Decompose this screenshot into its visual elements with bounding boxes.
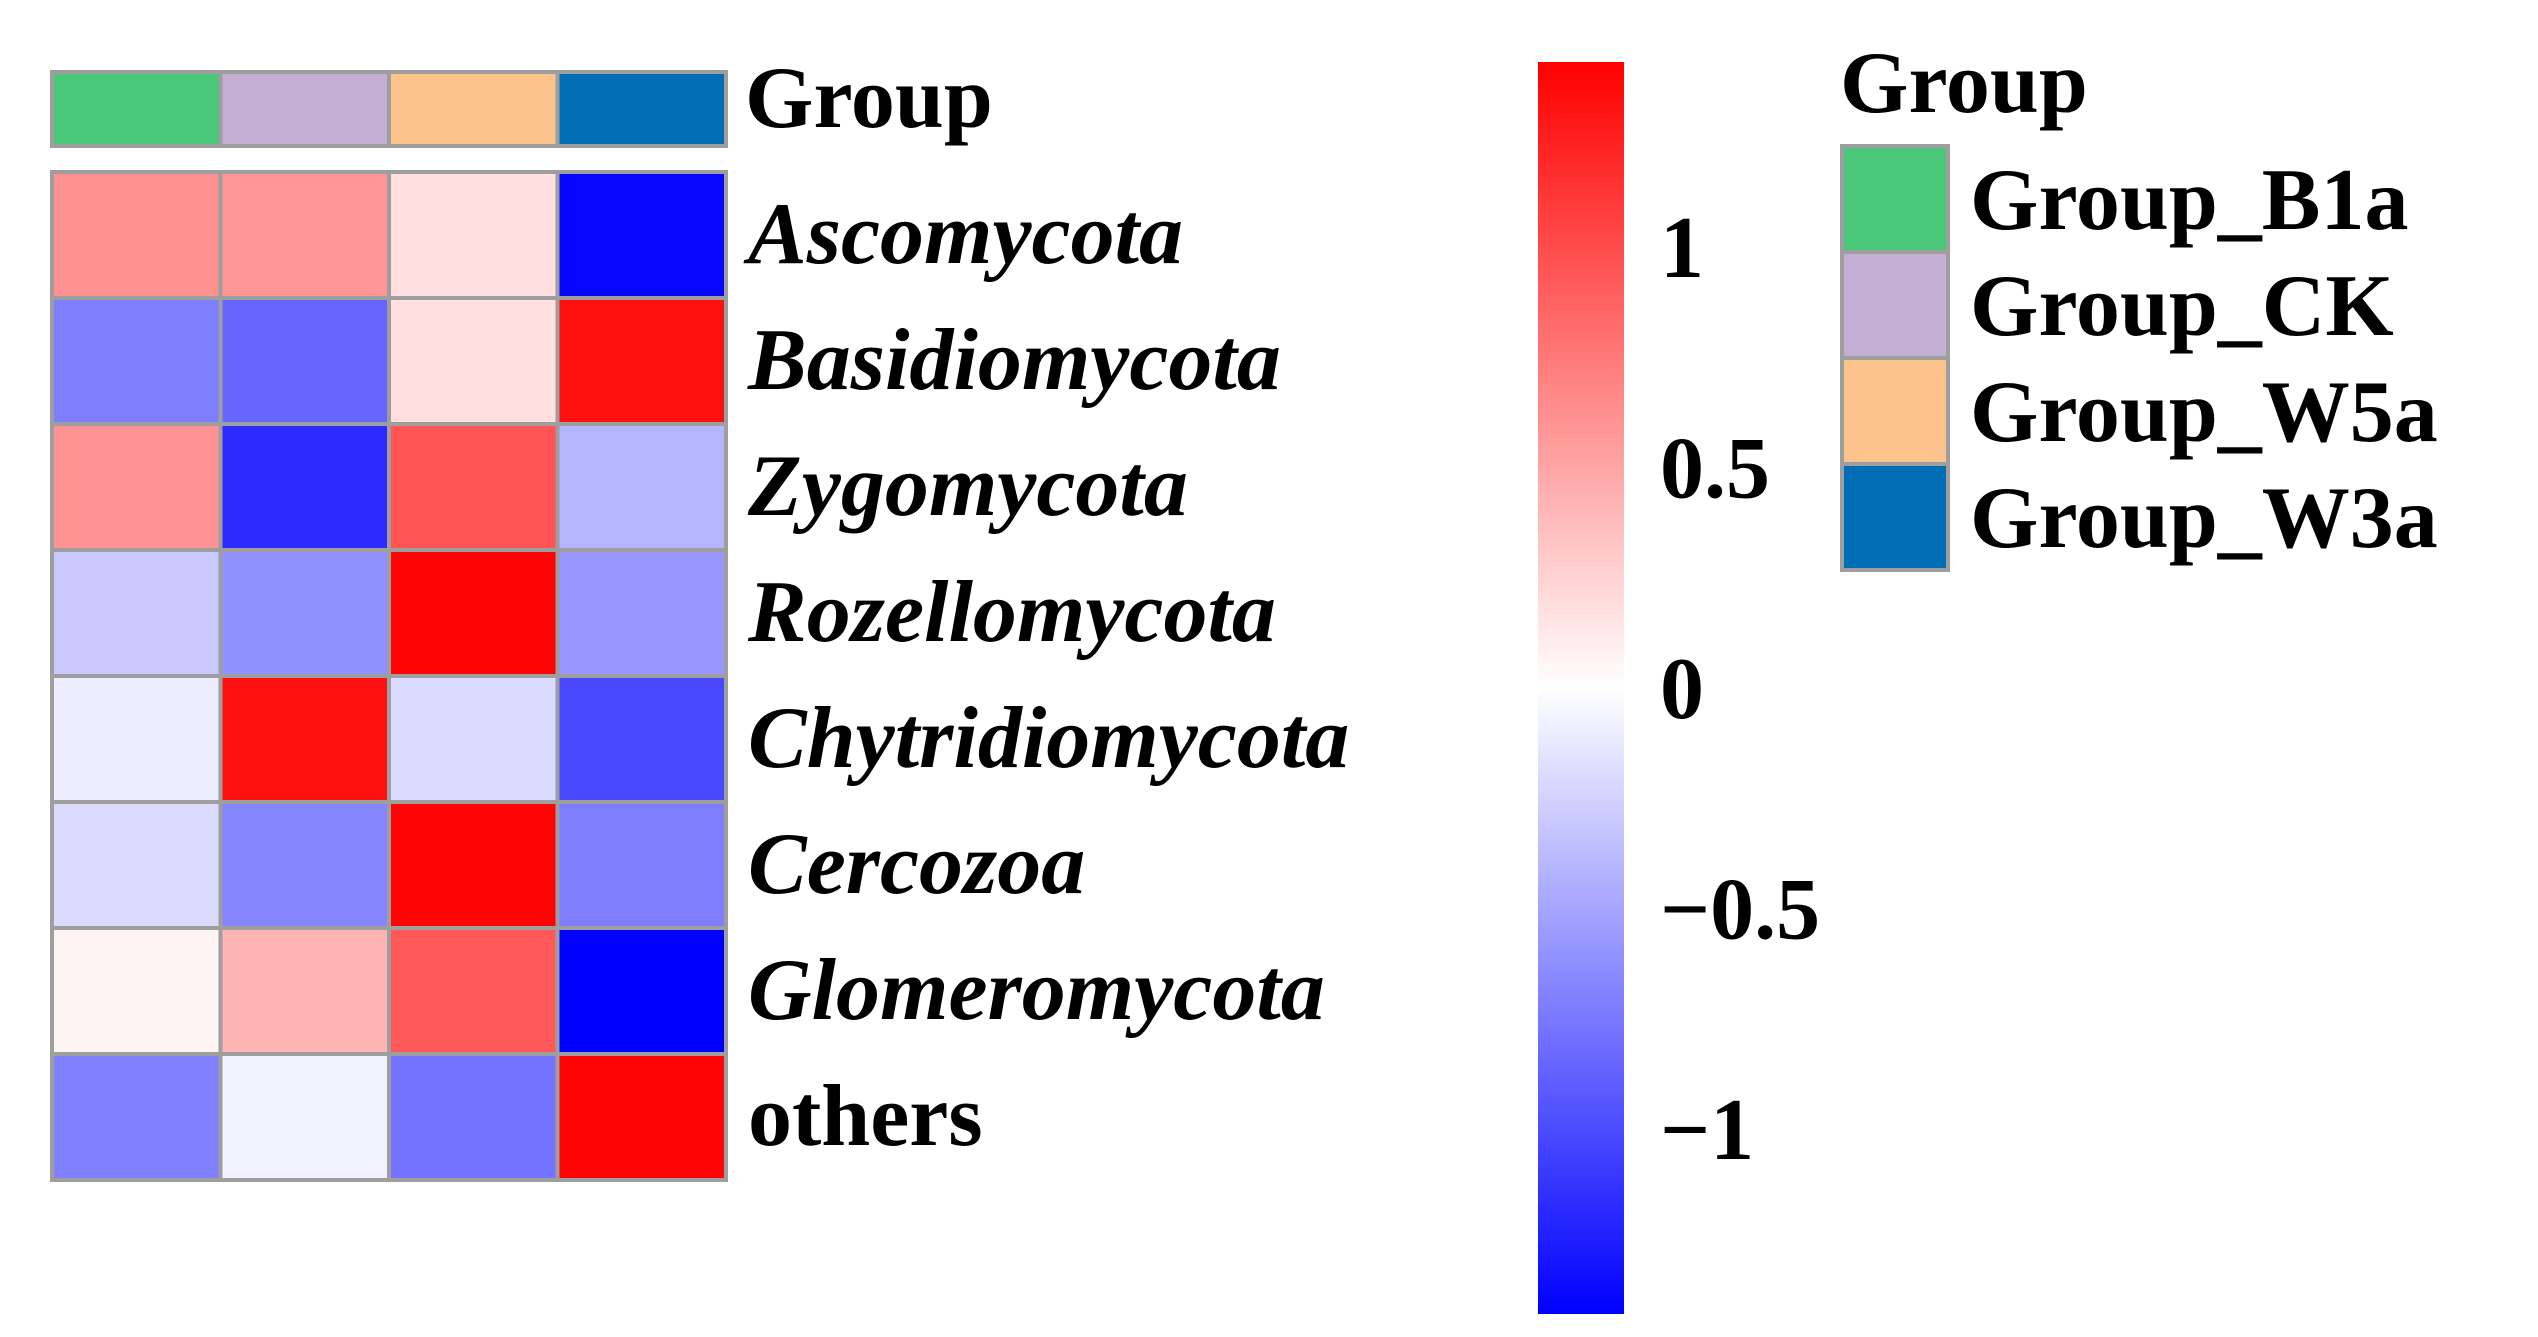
- heatmap-cell: [218, 296, 391, 426]
- heatmap-cell: [50, 1052, 223, 1182]
- heatmap-cell: [50, 548, 223, 678]
- heatmap-cell: [50, 296, 223, 426]
- legend-swatch: [1840, 144, 1950, 254]
- heatmap-cell: [218, 548, 391, 678]
- legend-label: Group_W3a: [1970, 470, 2438, 567]
- heatmap-cell: [387, 422, 560, 552]
- colorbar: [1538, 62, 1624, 1314]
- annotation-cell: [50, 70, 223, 148]
- legend-title: Group: [1840, 35, 2088, 132]
- heatmap-cell: [218, 170, 391, 300]
- heatmap-cell: [555, 170, 728, 300]
- colorbar-tick-label: −1: [1660, 1082, 1754, 1179]
- colorbar-tick-label: 0: [1660, 641, 1704, 738]
- row-label: Cercozoa: [748, 816, 1085, 913]
- heatmap-cell: [555, 674, 728, 804]
- colorbar-tick-label: 1: [1660, 200, 1704, 297]
- row-label: Glomeromycota: [748, 942, 1325, 1039]
- heatmap-cell: [387, 548, 560, 678]
- heatmap-cell: [218, 674, 391, 804]
- row-labels: Ascomycota Basidiomycota Zygomycota Rozello…: [743, 186, 1349, 1165]
- annotation-cell: [218, 70, 391, 148]
- heatmap-cell: [50, 674, 223, 804]
- heatmap-cell: [555, 422, 728, 552]
- heatmap-cell: [555, 1052, 728, 1182]
- heatmap-cell: [555, 296, 728, 426]
- heatmap-cell: [387, 1052, 560, 1182]
- colorbar-ticks: 1 0.5 0 −0.5 −1: [1660, 200, 1820, 1179]
- group-annotation-bar: [50, 70, 728, 148]
- row-label: Chytridiomycota: [748, 690, 1349, 787]
- row-label: Rozellomycota: [747, 564, 1276, 661]
- heatmap-cell: [555, 926, 728, 1056]
- heatmap-cell: [50, 926, 223, 1056]
- row-label: Ascomycota: [743, 186, 1183, 283]
- heatmap-cell: [555, 548, 728, 678]
- heatmap-cell: [218, 800, 391, 930]
- annotation-label: Group: [745, 50, 993, 147]
- legend-swatch: [1840, 462, 1950, 572]
- heatmap-cell: [387, 800, 560, 930]
- heatmap-cell: [218, 926, 391, 1056]
- legend-label: Group_B1a: [1970, 152, 2409, 249]
- colorbar-tick-label: −0.5: [1660, 861, 1820, 958]
- heatmap-cell: [50, 422, 223, 552]
- row-label: others: [748, 1068, 983, 1165]
- heatmap-cell: [50, 800, 223, 930]
- row-label: Basidiomycota: [747, 312, 1281, 409]
- heatmap-cell: [218, 1052, 391, 1182]
- heatmap-cell: [387, 170, 560, 300]
- heatmap-cell: [555, 800, 728, 930]
- legend-label: Group_W5a: [1970, 364, 2438, 461]
- heatmap-cell: [50, 170, 223, 300]
- legend-swatch: [1840, 250, 1950, 360]
- annotation-cell: [387, 70, 560, 148]
- legend-swatch: [1840, 356, 1950, 466]
- annotation-cell: [555, 70, 728, 148]
- heatmap-cell: [387, 674, 560, 804]
- heatmap-cells: [50, 170, 728, 1182]
- legend-label: Group_CK: [1970, 258, 2394, 355]
- heatmap-cell: [218, 422, 391, 552]
- row-label: Zygomycota: [747, 438, 1188, 535]
- colorbar-tick-label: 0.5: [1660, 421, 1770, 518]
- heatmap-cell: [387, 296, 560, 426]
- heatmap-cell: [387, 926, 560, 1056]
